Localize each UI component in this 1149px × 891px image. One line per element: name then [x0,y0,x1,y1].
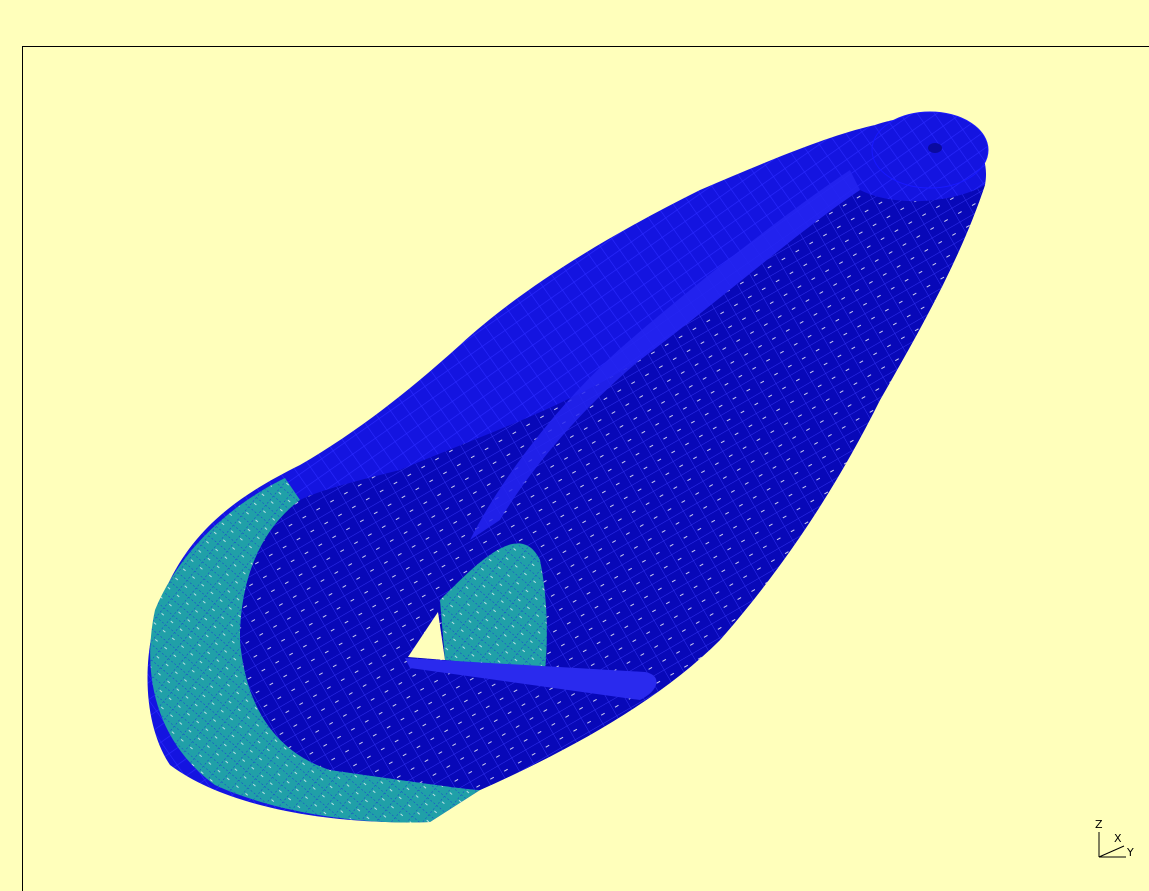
mesh-model [147,111,989,823]
x-axis [1098,845,1125,858]
y-label: Y [1126,846,1134,859]
cap-center [928,143,942,153]
cyan-ring [150,478,480,823]
spine-strip [470,170,860,540]
shelf-strip [405,658,657,700]
inner-cyan-patch [440,543,547,670]
axis-triad [1098,832,1126,858]
view-frame [22,46,1149,891]
x-label: X [1114,832,1122,845]
z-label: Z [1095,818,1103,831]
opening [408,612,445,660]
